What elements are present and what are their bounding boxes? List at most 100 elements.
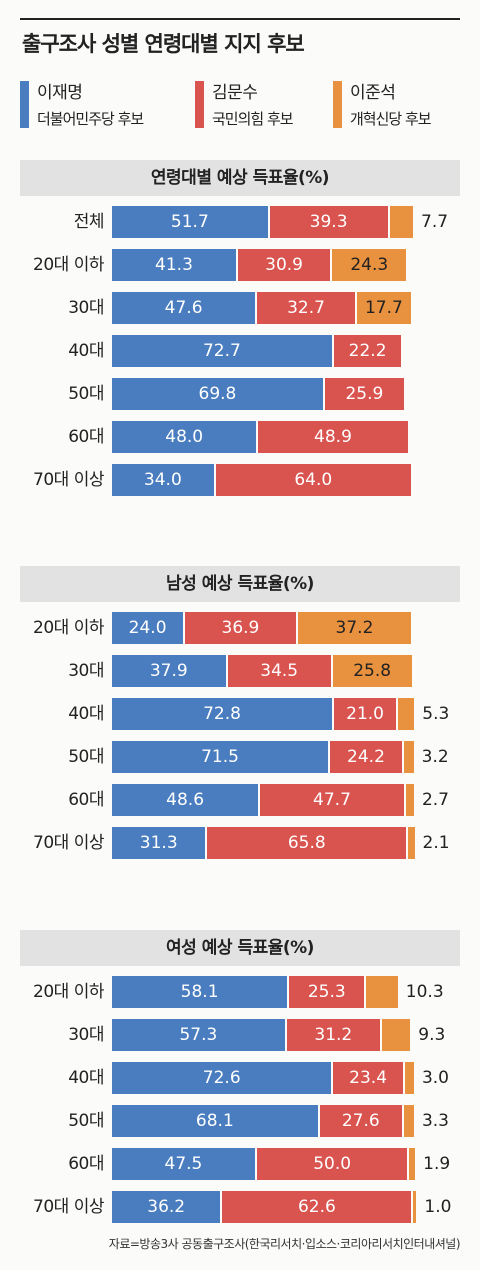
category-label: 60대 bbox=[68, 1154, 104, 1174]
bar-segment-lee: 68.1 bbox=[112, 1105, 320, 1137]
bar-row: 40대 72.7 22.2 bbox=[0, 335, 480, 367]
bar-segment-lee: 57.3 bbox=[112, 1019, 287, 1051]
bar-segment-lejs bbox=[389, 206, 414, 238]
bar-row: 50대 71.5 24.2 3.2 bbox=[0, 741, 480, 773]
stacked-bar: 24.0 36.9 37.2 bbox=[112, 612, 432, 644]
category-label: 40대 bbox=[68, 704, 104, 724]
data-label: 24.2 bbox=[347, 747, 385, 767]
bar-segment-kim: 22.2 bbox=[333, 335, 402, 367]
data-label: 32.7 bbox=[287, 298, 325, 318]
category-label: 70대 이상 bbox=[33, 470, 104, 490]
bar-row: 전체 51.7 39.3 7.7 bbox=[0, 206, 480, 238]
bar-segment-lejs bbox=[403, 1105, 414, 1137]
bar-row: 20대 이하 58.1 25.3 10.3 bbox=[0, 976, 480, 1008]
bar-segment-kim: 65.8 bbox=[207, 827, 409, 859]
stacked-bar: 72.6 23.4 3.0 bbox=[112, 1062, 449, 1094]
data-label-outside: 9.3 bbox=[418, 1025, 446, 1045]
bar-row: 70대 이상 34.0 64.0 bbox=[0, 464, 480, 496]
data-label: 24.3 bbox=[350, 255, 389, 275]
data-label: 51.7 bbox=[170, 212, 209, 232]
bar-segment-lee: 48.0 bbox=[112, 421, 259, 453]
stacked-bar: 58.1 25.3 10.3 bbox=[112, 976, 444, 1008]
data-label: 62.6 bbox=[297, 1197, 336, 1217]
data-label-outside: 10.3 bbox=[405, 982, 444, 1002]
bar-row: 20대 이하 41.3 30.9 24.3 bbox=[0, 249, 480, 281]
category-label: 전체 bbox=[73, 212, 105, 232]
section-title: 남성 예상 득표율(%) bbox=[20, 566, 460, 602]
section-title: 여성 예상 득표율(%) bbox=[20, 930, 460, 966]
category-label: 70대 이상 bbox=[33, 833, 104, 853]
data-label: 72.6 bbox=[202, 1068, 241, 1088]
legend-name: 김문수 bbox=[212, 83, 258, 103]
data-label-outside: 3.0 bbox=[421, 1068, 449, 1088]
legend: 이재명 더불어민주당 후보 김문수 국민의힘 후보 이준석 개혁신당 후보 bbox=[0, 78, 480, 134]
bar-segment-kim: 31.2 bbox=[286, 1019, 382, 1051]
bar-segment-kim: 64.0 bbox=[215, 464, 411, 496]
data-label: 71.5 bbox=[201, 747, 239, 767]
bar-row: 40대 72.8 21.0 5.3 bbox=[0, 698, 480, 730]
bar-row: 30대 57.3 31.2 9.3 bbox=[0, 1019, 480, 1051]
data-label: 24.0 bbox=[128, 618, 167, 638]
bar-segment-kim: 23.4 bbox=[333, 1062, 405, 1094]
data-label: 47.5 bbox=[164, 1154, 203, 1174]
bar-segment-lejs bbox=[398, 698, 415, 730]
data-label: 69.8 bbox=[198, 384, 237, 404]
bar-segment-kim: 47.7 bbox=[260, 784, 406, 816]
bar-segment-lee: 72.8 bbox=[112, 698, 335, 730]
bar-segment-kim: 50.0 bbox=[256, 1148, 410, 1180]
data-label: 31.2 bbox=[314, 1025, 353, 1045]
stacked-bar: 69.8 25.9 bbox=[112, 378, 432, 410]
stacked-bar: 47.5 50.0 1.9 bbox=[112, 1148, 450, 1180]
category-label: 20대 이하 bbox=[33, 618, 104, 638]
bar-row: 50대 68.1 27.6 3.3 bbox=[0, 1105, 480, 1137]
bar-segment-lee: 72.6 bbox=[112, 1062, 334, 1094]
bar-segment-kim: 48.9 bbox=[258, 421, 408, 453]
bar-row: 50대 69.8 25.9 bbox=[0, 378, 480, 410]
data-label: 65.8 bbox=[287, 833, 326, 853]
data-label: 37.2 bbox=[335, 618, 374, 638]
data-label: 47.6 bbox=[164, 298, 203, 318]
bar-segment-lejs bbox=[404, 1062, 414, 1094]
bar-segment-lee: 48.6 bbox=[112, 784, 261, 816]
bar-segment-lejs bbox=[403, 741, 414, 773]
legend-name: 이준석 bbox=[350, 83, 396, 103]
bar-segment-lejs bbox=[409, 1148, 416, 1180]
legend-swatch bbox=[20, 81, 29, 128]
stacked-bar: 41.3 30.9 24.3 bbox=[112, 249, 432, 281]
category-label: 50대 bbox=[68, 1111, 104, 1131]
bar-segment-kim: 62.6 bbox=[222, 1191, 414, 1223]
data-label: 39.3 bbox=[309, 212, 348, 232]
bar-segment-lee: 58.1 bbox=[112, 976, 290, 1008]
source-note: 자료=방송3사 공동출구조사(한국리서치·입소스·코리아리서치인터내셔널) bbox=[108, 1237, 461, 1251]
data-label: 48.6 bbox=[166, 790, 205, 810]
bar-segment-lee: 41.3 bbox=[112, 249, 238, 281]
bar-segment-kim: 36.9 bbox=[185, 612, 298, 644]
category-label: 50대 bbox=[68, 747, 104, 767]
bar-segment-kim: 39.3 bbox=[269, 206, 390, 238]
bar-segment-kim: 27.6 bbox=[319, 1105, 404, 1137]
bar-row: 70대 이상 36.2 62.6 1.0 bbox=[0, 1191, 480, 1223]
category-label: 60대 bbox=[68, 427, 104, 447]
data-label: 57.3 bbox=[179, 1025, 218, 1045]
bar-segment-lejs bbox=[413, 1191, 417, 1223]
data-label: 25.8 bbox=[353, 661, 392, 681]
bar-segment-lejs bbox=[366, 976, 398, 1008]
bar-segment-lee: 72.7 bbox=[112, 335, 334, 367]
stacked-bar: 71.5 24.2 3.2 bbox=[112, 741, 449, 773]
bar-row: 30대 47.6 32.7 17.7 bbox=[0, 292, 480, 324]
data-label: 64.0 bbox=[294, 470, 333, 490]
legend-party: 국민의힘 후보 bbox=[212, 110, 294, 128]
bar-row: 60대 47.5 50.0 1.9 bbox=[0, 1148, 480, 1180]
stacked-bar: 48.6 47.7 2.7 bbox=[112, 784, 449, 816]
stacked-bar: 37.9 34.5 25.8 bbox=[112, 655, 432, 687]
data-label: 50.0 bbox=[313, 1154, 352, 1174]
legend-name: 이재명 bbox=[37, 83, 83, 103]
bar-segment-lejs bbox=[381, 1019, 411, 1051]
category-label: 20대 이하 bbox=[33, 982, 104, 1002]
bar-segment-lee: 51.7 bbox=[112, 206, 270, 238]
data-label: 68.1 bbox=[195, 1111, 234, 1131]
legend-swatch bbox=[333, 81, 342, 128]
data-label: 23.4 bbox=[349, 1068, 388, 1088]
bar-segment-lee: 47.5 bbox=[112, 1148, 257, 1180]
bar-segment-lejs: 37.2 bbox=[297, 612, 412, 644]
